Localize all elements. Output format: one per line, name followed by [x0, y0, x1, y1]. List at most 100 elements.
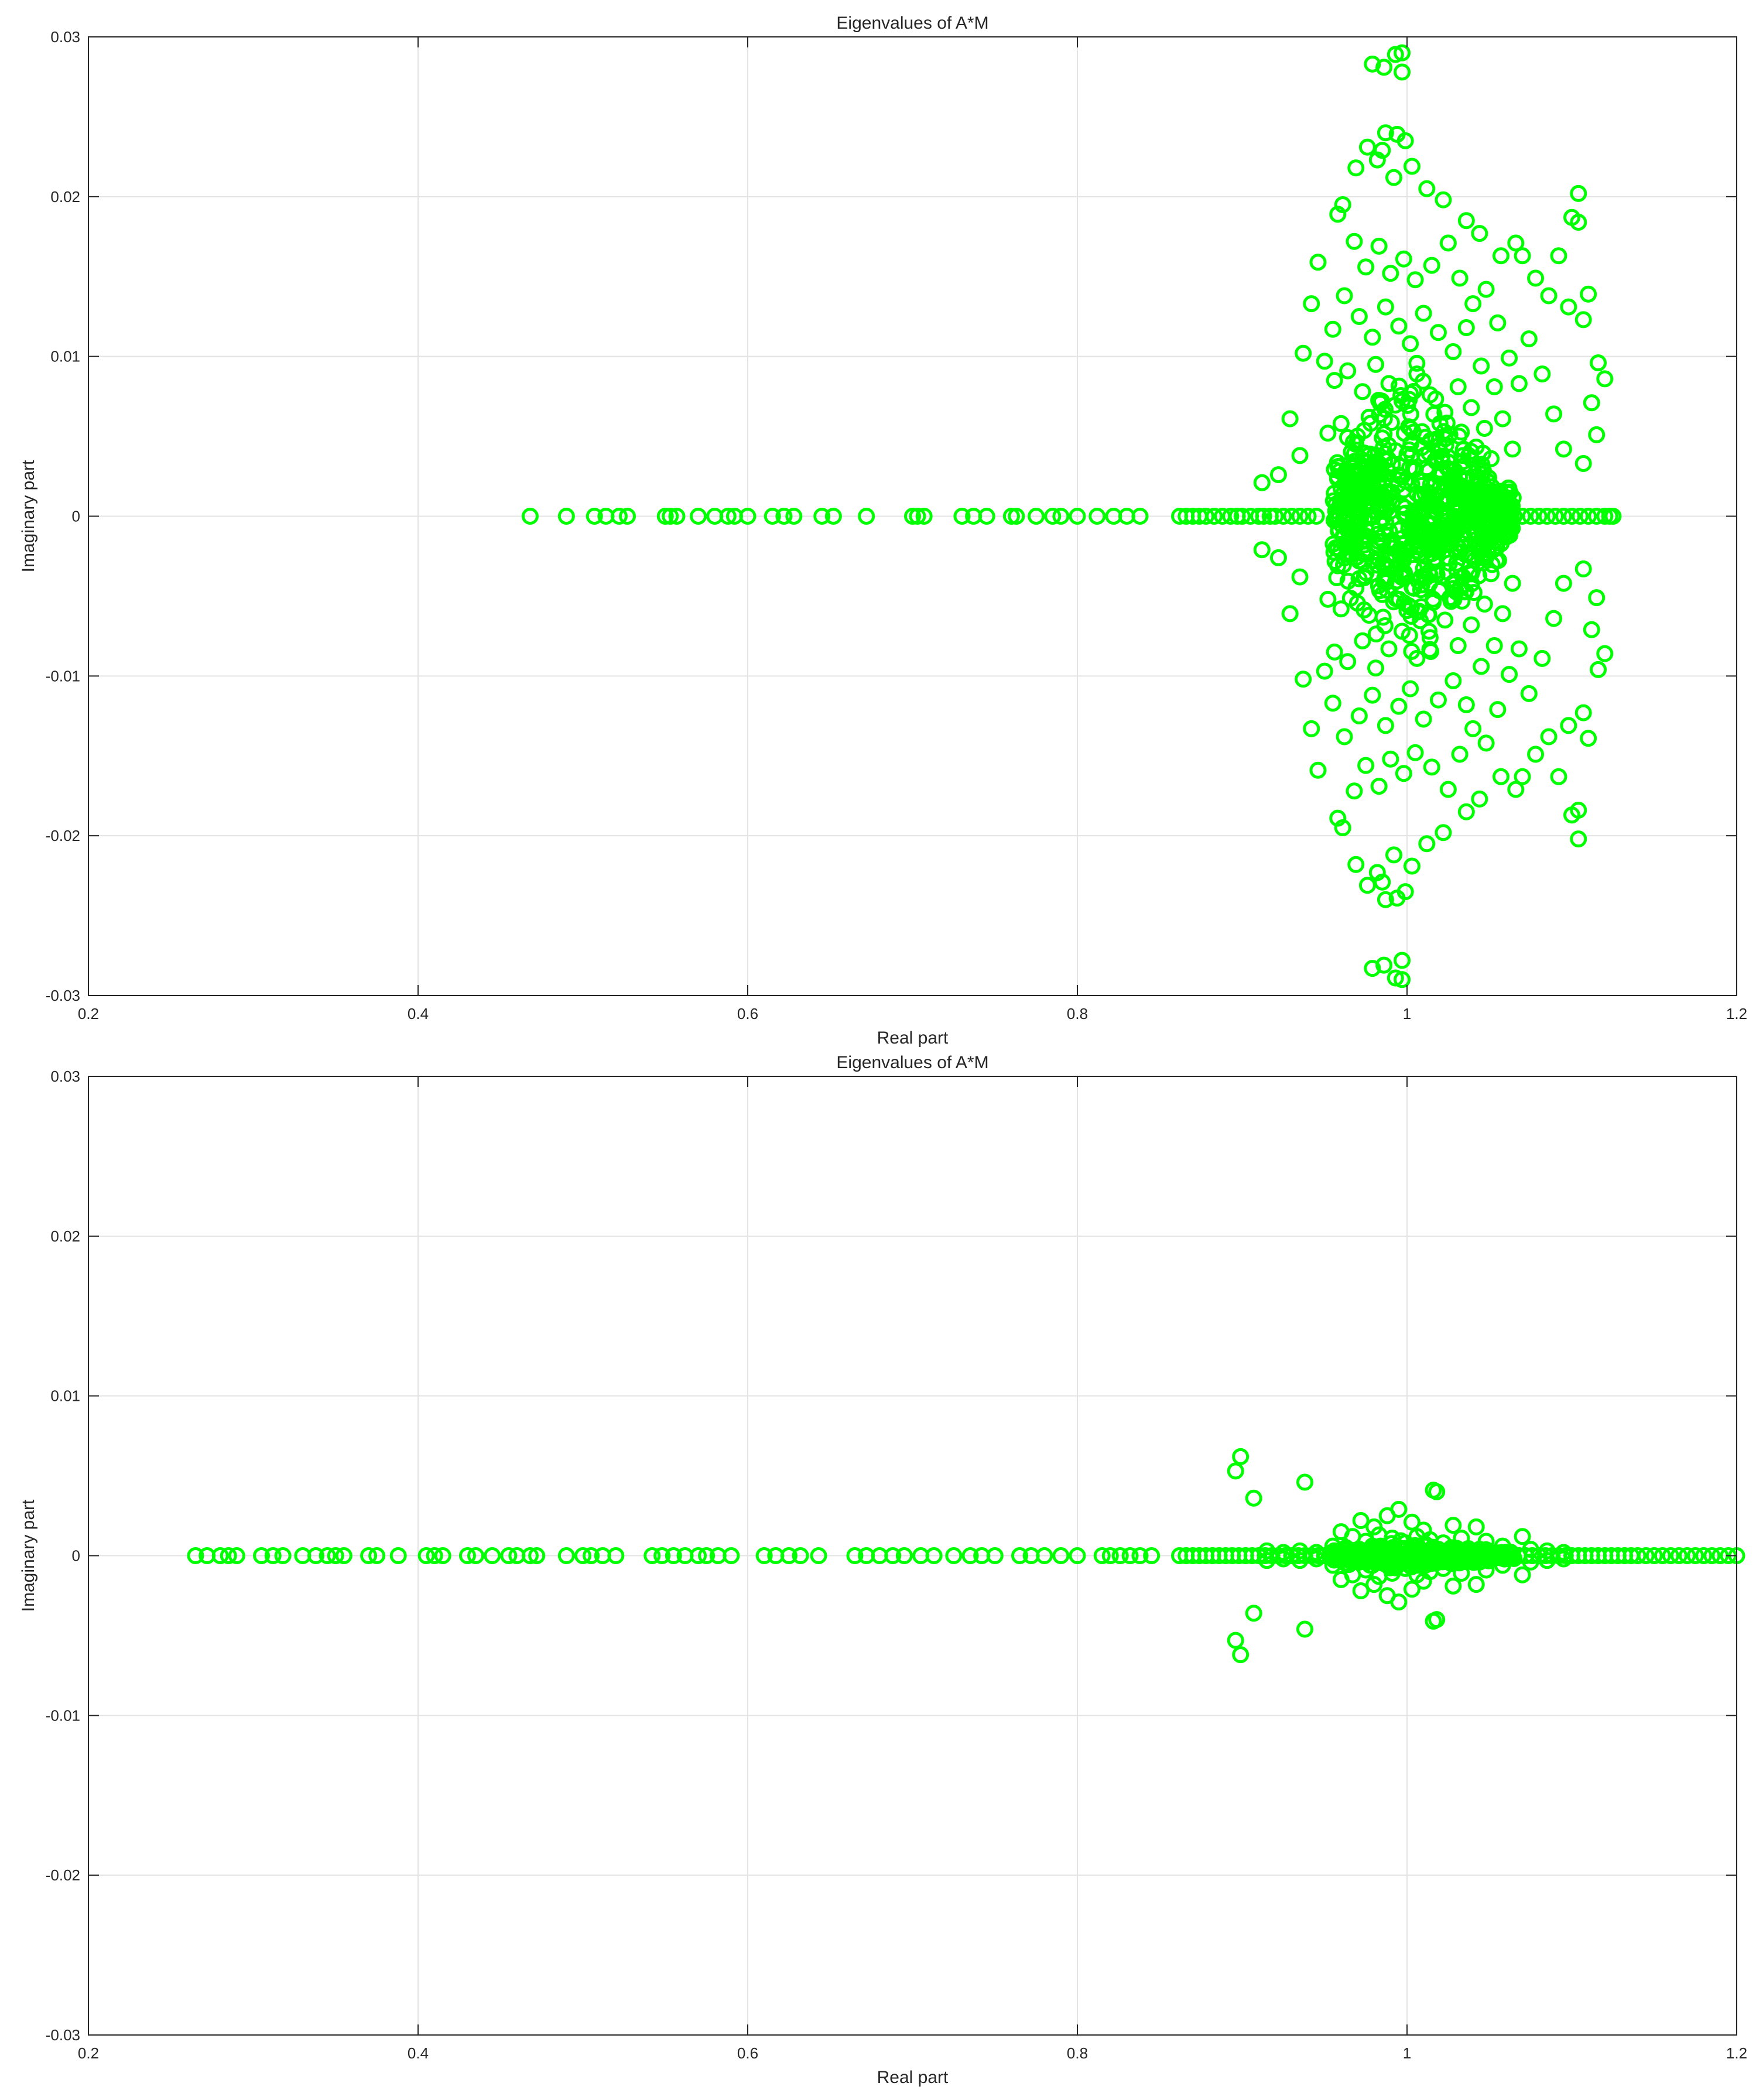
data-point — [1253, 474, 1271, 491]
y-tick-label: 0.01 — [50, 348, 80, 365]
data-point — [1234, 508, 1251, 525]
data-point — [1355, 422, 1373, 439]
data-point — [1465, 584, 1483, 601]
data-point — [327, 1547, 344, 1564]
data-point — [1501, 666, 1518, 683]
data-point — [1339, 498, 1356, 515]
data-point — [1570, 802, 1587, 819]
data-point — [1522, 508, 1539, 525]
data-point — [1368, 151, 1386, 169]
data-point — [813, 508, 831, 525]
data-point — [1358, 877, 1376, 894]
data-point — [1476, 596, 1493, 613]
data-point — [1419, 606, 1437, 624]
data-point — [1570, 213, 1587, 231]
y-axis-label: Imaginary part — [19, 1499, 38, 1612]
data-point — [662, 508, 679, 525]
data-point — [528, 1547, 546, 1564]
data-point — [739, 508, 757, 525]
data-point — [1555, 1550, 1572, 1568]
data-point — [1390, 377, 1408, 395]
data-point — [1498, 493, 1515, 511]
data-point — [1378, 582, 1396, 599]
data-point — [1444, 574, 1461, 592]
data-point — [1401, 627, 1418, 644]
data-point — [1629, 1547, 1647, 1564]
y-tick-label: 0.03 — [50, 1068, 80, 1085]
data-point — [1457, 319, 1475, 337]
data-point — [1334, 819, 1351, 837]
data-point — [1069, 508, 1086, 525]
data-point — [1425, 522, 1442, 539]
data-point — [1355, 601, 1373, 619]
data-point — [368, 1547, 386, 1564]
data-point — [1514, 1528, 1531, 1545]
data-point — [1507, 781, 1525, 798]
data-point — [1367, 659, 1385, 677]
y-tick-label: -0.03 — [46, 2026, 80, 2044]
data-point — [1227, 1632, 1244, 1649]
data-point — [1435, 191, 1452, 208]
data-point — [1413, 473, 1430, 490]
data-point — [211, 1547, 229, 1564]
data-point — [1572, 508, 1589, 525]
data-point — [1533, 649, 1551, 667]
data-point — [1480, 517, 1498, 534]
data-point — [1336, 535, 1353, 553]
data-point — [945, 1547, 963, 1564]
data-point — [1443, 478, 1460, 495]
x-tick-label: 0.2 — [78, 2044, 99, 2062]
data-point — [426, 1547, 443, 1564]
data-point — [1467, 438, 1485, 456]
axis-ticks: 0.2 0.4 0.6 0.8 1 1.2 -0.03 -0.02 -0.01 0 0.01 0.02… — [46, 28, 1747, 1022]
data-point — [1444, 1517, 1462, 1534]
x-tick-label: 1.2 — [1726, 2044, 1747, 2062]
data-point — [1357, 757, 1375, 774]
data-point — [1385, 169, 1402, 186]
data-point — [690, 1547, 707, 1564]
data-point — [1334, 196, 1351, 213]
data-point — [1131, 508, 1149, 525]
data-point — [1445, 591, 1463, 608]
data-point — [1364, 329, 1381, 346]
data-point — [1370, 454, 1388, 472]
data-point — [1514, 1566, 1531, 1583]
data-point — [1329, 206, 1347, 223]
data-point — [1245, 1489, 1262, 1507]
data-point — [1350, 707, 1368, 725]
data-point — [1307, 1550, 1325, 1568]
data-point — [904, 508, 921, 525]
data-point — [1396, 425, 1413, 442]
data-point — [1442, 535, 1460, 553]
data-point — [1375, 556, 1392, 573]
data-point — [1425, 405, 1443, 423]
data-point — [521, 508, 539, 525]
data-point — [1436, 611, 1454, 629]
data-point — [1232, 1448, 1250, 1465]
data-point — [586, 508, 603, 525]
data-point — [1467, 1518, 1485, 1535]
data-point — [220, 1547, 237, 1564]
data-point — [1416, 523, 1434, 541]
data-point — [1358, 138, 1376, 156]
data-point — [925, 1547, 943, 1564]
data-point — [1451, 269, 1469, 287]
data-point — [1403, 476, 1420, 493]
data-point — [1346, 444, 1363, 462]
y-tick-label: -0.01 — [46, 667, 80, 685]
data-point — [1332, 415, 1350, 432]
data-point — [1382, 750, 1399, 768]
data-point — [1501, 349, 1518, 367]
data-point — [1530, 508, 1548, 525]
data-point — [1444, 1577, 1462, 1595]
data-point — [1329, 454, 1346, 471]
data-point — [1377, 891, 1394, 908]
data-point — [274, 1547, 292, 1564]
data-point — [780, 1547, 797, 1564]
data-point — [698, 1547, 716, 1564]
data-point — [1368, 556, 1386, 574]
data-point — [1402, 405, 1419, 423]
data-point — [1307, 508, 1325, 525]
data-point — [389, 1547, 407, 1564]
data-point — [1332, 600, 1350, 618]
